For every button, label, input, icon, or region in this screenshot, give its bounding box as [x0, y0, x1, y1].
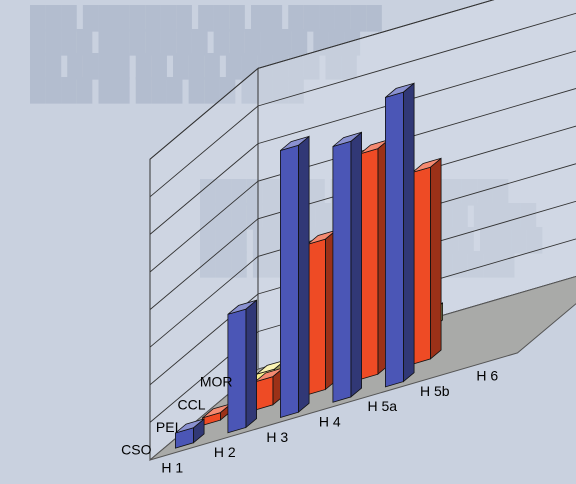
- gridline: [149, 125, 576, 310]
- bar-cso-h1: [174, 418, 205, 449]
- series-label: PEI: [156, 419, 179, 435]
- gridline: [149, 12, 576, 198]
- chart-bars: [174, 82, 444, 449]
- gridline: [149, 0, 495, 160]
- x-category-label: H 3: [266, 429, 288, 445]
- series-label: MOR: [200, 374, 233, 390]
- x-category-label: H 2: [214, 444, 236, 460]
- bar-cso-h5a: [384, 82, 415, 388]
- bar-cso-h4: [332, 131, 363, 403]
- series-label: CSO: [121, 442, 151, 458]
- gridline: [149, 238, 576, 423]
- series-label: CCL: [177, 396, 205, 412]
- x-category-label: H 5a: [368, 398, 398, 414]
- bar-pei-h4: [359, 138, 390, 381]
- gridline: [149, 88, 576, 273]
- x-category-label: H 1: [161, 459, 183, 475]
- chart-labels: 0246810121416H 1H 2H 3H 4H 5aH 5bH 6CSOP…: [121, 368, 498, 476]
- gridline: [149, 50, 576, 235]
- bar-cso-h2: [227, 299, 258, 434]
- x-category-label: H 4: [319, 413, 341, 429]
- gridline: [149, 163, 576, 348]
- bar-pei-h5a: [411, 157, 442, 365]
- gridline: [149, 200, 576, 386]
- x-category-label: H 6: [476, 368, 498, 384]
- bar-pei-h3: [306, 229, 337, 396]
- x-category-label: H 5b: [420, 383, 450, 399]
- bar-cso-h3: [279, 135, 310, 419]
